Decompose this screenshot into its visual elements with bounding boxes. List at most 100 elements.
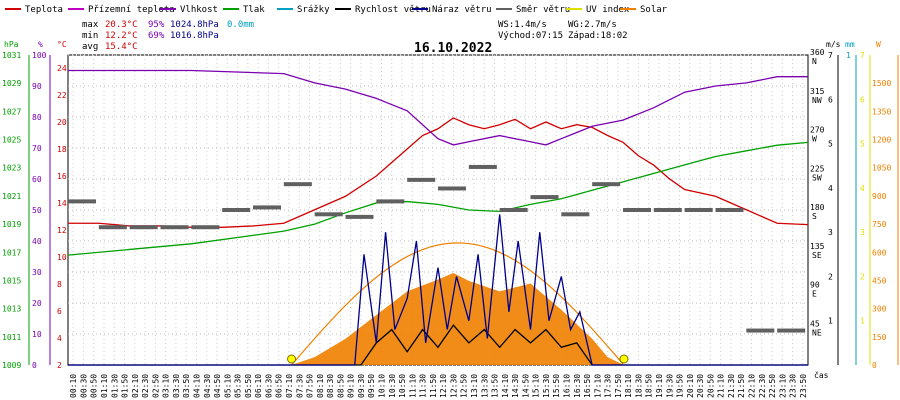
- uv-tick-label: 7: [860, 51, 865, 60]
- direction-tick-dir: NW: [812, 96, 822, 105]
- wind-direction-mark: [129, 225, 158, 230]
- x-tick-label: 08:10: [316, 374, 325, 398]
- wind-direction-mark: [438, 186, 466, 191]
- uv-tick-label: 6: [860, 95, 865, 104]
- x-tick-label: 15:30: [542, 374, 551, 398]
- solar-tick-label: 750: [872, 220, 887, 229]
- x-tick-label: 15:50: [552, 374, 561, 398]
- temperature-tick-label: 20: [57, 118, 67, 127]
- legend-label: Vlhkost: [180, 5, 218, 15]
- uv-marker: [619, 354, 629, 364]
- solar-tick-label: 300: [872, 305, 887, 314]
- direction-tick-dir: E: [812, 290, 817, 299]
- x-tick-label: 14:30: [511, 374, 520, 398]
- solar-tick-label: 600: [872, 248, 887, 257]
- x-tick-label: 21:50: [737, 374, 746, 398]
- humidity-tick-label: 0: [32, 361, 37, 370]
- legend: Teplota Přízemní teplota Vlhkost Tlak Srážky…: [5, 5, 668, 15]
- wind-direction-mark: [191, 225, 220, 230]
- x-tick-label: 18:50: [645, 374, 654, 398]
- x-tick-label: 04:50: [213, 374, 222, 398]
- solar-tick-label: 1200: [872, 136, 891, 145]
- rain-tick-label: 1: [846, 51, 851, 60]
- wind-tick-label: 6: [828, 95, 833, 104]
- x-tick-label: 09:30: [357, 374, 366, 398]
- temperature-tick-label: 8: [57, 280, 62, 289]
- solar-tick-label: 150: [872, 333, 887, 342]
- x-tick-label: 20:10: [686, 374, 695, 398]
- legend-label: Přízemní teplota: [88, 5, 175, 15]
- x-tick-label: 04:10: [192, 374, 201, 398]
- x-tick-label: 09:10: [347, 374, 356, 398]
- series-line-rychlost-větru: [68, 324, 808, 366]
- humidity-tick-label: 20: [32, 299, 42, 308]
- series-line-tlak: [67, 141, 809, 256]
- temperature-tick-label: 16: [57, 172, 67, 181]
- solar-tick-label: 1050: [872, 164, 891, 173]
- stat-max-temp: 20.3°C: [105, 20, 138, 30]
- x-tick-label: 07:10: [285, 374, 294, 398]
- x-tick-label: 04:30: [203, 374, 212, 398]
- wind-tick-label: 1: [828, 317, 833, 326]
- x-tick-label: 15:10: [532, 374, 541, 398]
- x-tick-label: 12:10: [439, 374, 448, 398]
- x-tick-label: 10:30: [388, 374, 397, 398]
- wind-gust-info: WG:2.7m/s: [568, 20, 617, 30]
- wind-tick-label: 4: [828, 184, 833, 193]
- wind-tick-label: 5: [828, 140, 833, 149]
- x-tick-label: 10:10: [377, 374, 386, 398]
- legend-label: Srážky: [297, 5, 330, 15]
- wind-direction-mark: [623, 208, 651, 212]
- x-tick-label: 05:50: [244, 374, 253, 398]
- x-tick-label: 02:50: [151, 374, 160, 398]
- x-tick-label: 19:30: [665, 374, 674, 398]
- solar-clear-sky-line: [291, 242, 624, 366]
- x-tick-label: 19:10: [655, 374, 664, 398]
- unit-w: W: [876, 40, 881, 49]
- x-tick-label: 22:50: [768, 374, 777, 398]
- x-tick-label: 06:30: [264, 374, 273, 398]
- x-tick-label: 09:50: [367, 374, 376, 398]
- humidity-tick-label: 10: [32, 330, 42, 339]
- x-tick-label: 08:50: [336, 374, 345, 398]
- pressure-tick-label: 1009: [2, 361, 21, 370]
- solar-tick-label: 450: [872, 276, 887, 285]
- temperature-tick-label: 2: [57, 361, 62, 370]
- wind-tick-label: 7: [828, 51, 833, 60]
- direction-tick-deg: 45: [810, 319, 820, 328]
- wind-direction-mark: [160, 225, 189, 230]
- direction-tick-deg: 360: [810, 48, 825, 57]
- wind-direction-mark: [468, 164, 497, 169]
- legend-label: UV index: [586, 5, 630, 15]
- x-tick-label: 11:10: [408, 374, 417, 398]
- x-tick-label: 01:30: [110, 374, 119, 398]
- series-layer: [67, 69, 809, 366]
- temperature-tick-label: 14: [57, 199, 67, 208]
- pressure-tick-label: 1029: [2, 79, 21, 88]
- x-tick-label: 16:10: [562, 374, 571, 398]
- legend-label: Směr větru: [516, 5, 570, 15]
- legend-label: Teplota: [25, 5, 63, 15]
- x-tick-label: 18:30: [634, 374, 643, 398]
- stat-min-label: min: [82, 31, 98, 41]
- x-tick-label: 05:30: [234, 374, 243, 398]
- direction-tick-dir: N: [812, 57, 817, 66]
- uv-tick-label: 1: [860, 317, 865, 326]
- solar-tick-label: 1350: [872, 107, 891, 116]
- x-tick-label: 07:50: [306, 374, 315, 398]
- humidity-tick-label: 30: [32, 268, 42, 277]
- x-tick-label: 13:30: [480, 374, 489, 398]
- stat-max-label: max: [82, 20, 99, 30]
- x-tick-label: 23:10: [778, 374, 787, 398]
- stat-max-press: 1024.8hPa: [170, 20, 219, 30]
- x-tick-label: 02:30: [141, 374, 150, 398]
- humidity-tick-label: 60: [32, 175, 42, 184]
- stat-max-hum: 95%: [148, 20, 165, 30]
- direction-tick-deg: 225: [810, 164, 825, 173]
- x-tick-label: 19:50: [676, 374, 685, 398]
- x-tick-label: 01:10: [100, 374, 109, 398]
- chart-date-title: 16.10.2022: [414, 41, 492, 56]
- solar-tick-label: 900: [872, 192, 887, 201]
- wind-direction-mark: [376, 199, 405, 204]
- solar-irradiance-area: [291, 272, 624, 365]
